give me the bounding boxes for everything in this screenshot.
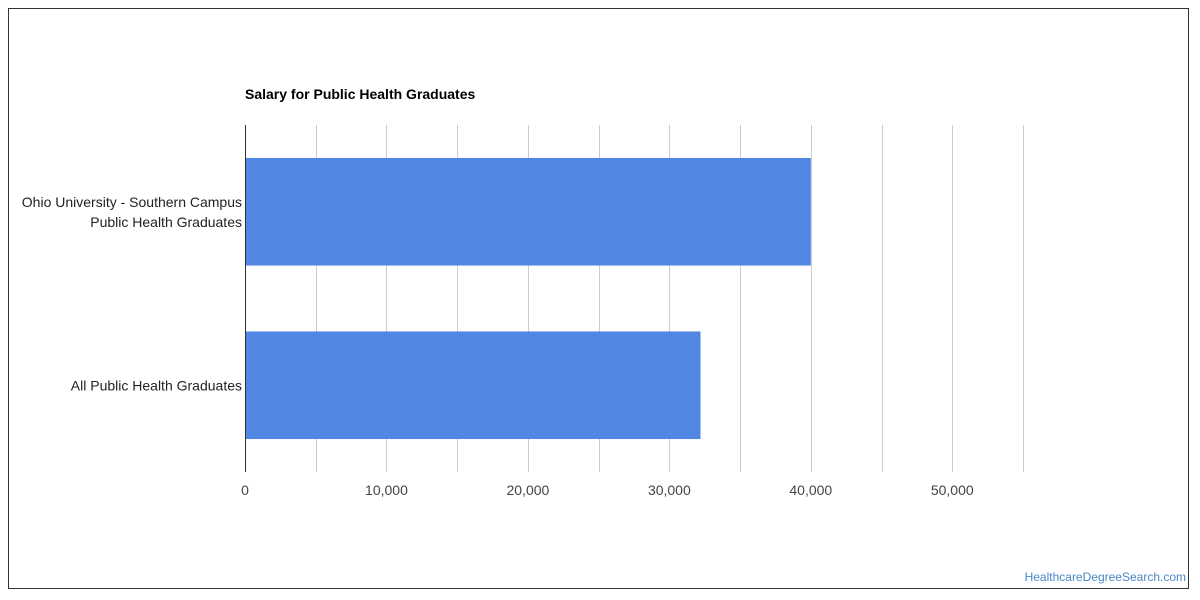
chart-frame <box>8 8 1189 589</box>
category-label: All Public Health Graduates <box>71 377 242 393</box>
x-tick-label: 10,000 <box>365 482 408 498</box>
x-tick-label: 40,000 <box>789 482 832 498</box>
source-watermark[interactable]: HealthcareDegreeSearch.com <box>1024 570 1186 584</box>
bar <box>245 157 811 266</box>
x-tick-label: 30,000 <box>648 482 691 498</box>
category-label: Ohio University - Southern Campus <box>22 194 242 210</box>
chart-title: Salary for Public Health Graduates <box>245 86 476 102</box>
category-label: Public Health Graduates <box>90 214 242 230</box>
x-tick-label: 20,000 <box>506 482 549 498</box>
x-tick-label: 50,000 <box>931 482 974 498</box>
bar <box>245 331 701 440</box>
x-tick-label: 0 <box>241 482 249 498</box>
